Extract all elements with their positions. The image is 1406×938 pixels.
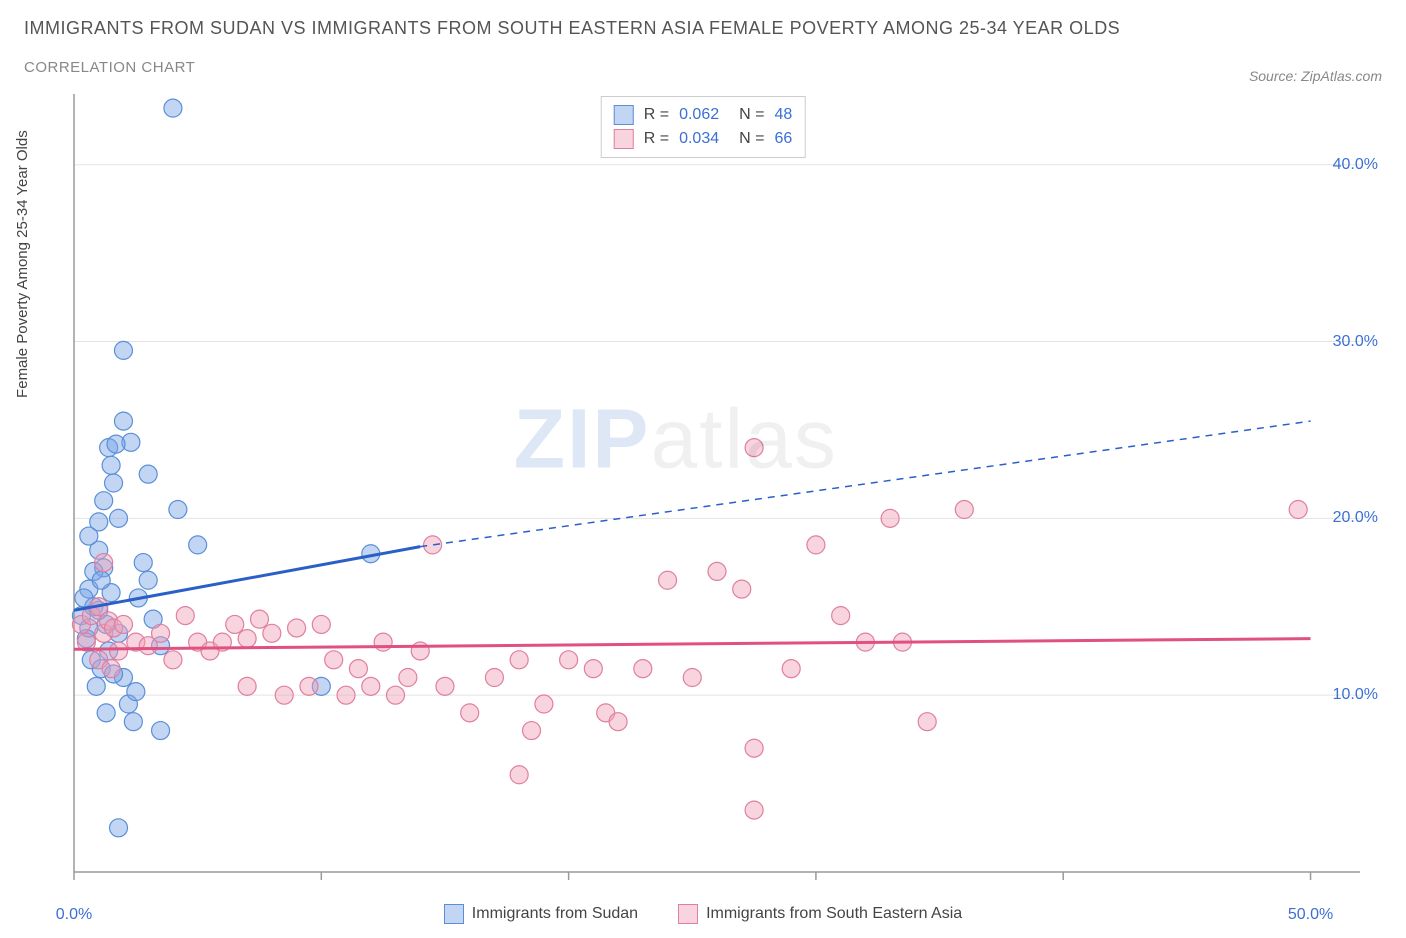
y-tick-label: 40.0% — [1333, 156, 1378, 174]
series-legend-item: Immigrants from Sudan — [444, 904, 638, 924]
legend-swatch — [678, 904, 698, 924]
x-tick-label: 50.0% — [1288, 906, 1333, 924]
stats-legend-row: R =0.034N =66 — [614, 127, 793, 151]
chart-subtitle: CORRELATION CHART — [24, 59, 195, 76]
series-legend-label: Immigrants from South Eastern Asia — [706, 905, 962, 923]
chart-title: IMMIGRANTS FROM SUDAN VS IMMIGRANTS FROM… — [24, 18, 1120, 39]
legend-swatch — [614, 129, 634, 149]
y-tick-label: 20.0% — [1333, 509, 1378, 527]
stats-legend-box: R =0.062N =48R =0.034N =66 — [601, 96, 806, 158]
scatter-plot — [24, 90, 1382, 920]
source-attribution: Source: ZipAtlas.com — [1249, 68, 1382, 84]
legend-swatch — [444, 904, 464, 924]
chart-container: Female Poverty Among 25-34 Year Olds ZIP… — [24, 90, 1382, 920]
series-legend-item: Immigrants from South Eastern Asia — [678, 904, 962, 924]
y-tick-label: 30.0% — [1333, 333, 1378, 351]
legend-swatch — [614, 105, 634, 125]
series-legend: Immigrants from Sudan Immigrants from Sou… — [24, 904, 1382, 924]
y-tick-label: 10.0% — [1333, 686, 1378, 704]
x-tick-label: 0.0% — [56, 906, 92, 924]
stats-legend-row: R =0.062N =48 — [614, 103, 793, 127]
series-legend-label: Immigrants from Sudan — [472, 905, 638, 923]
